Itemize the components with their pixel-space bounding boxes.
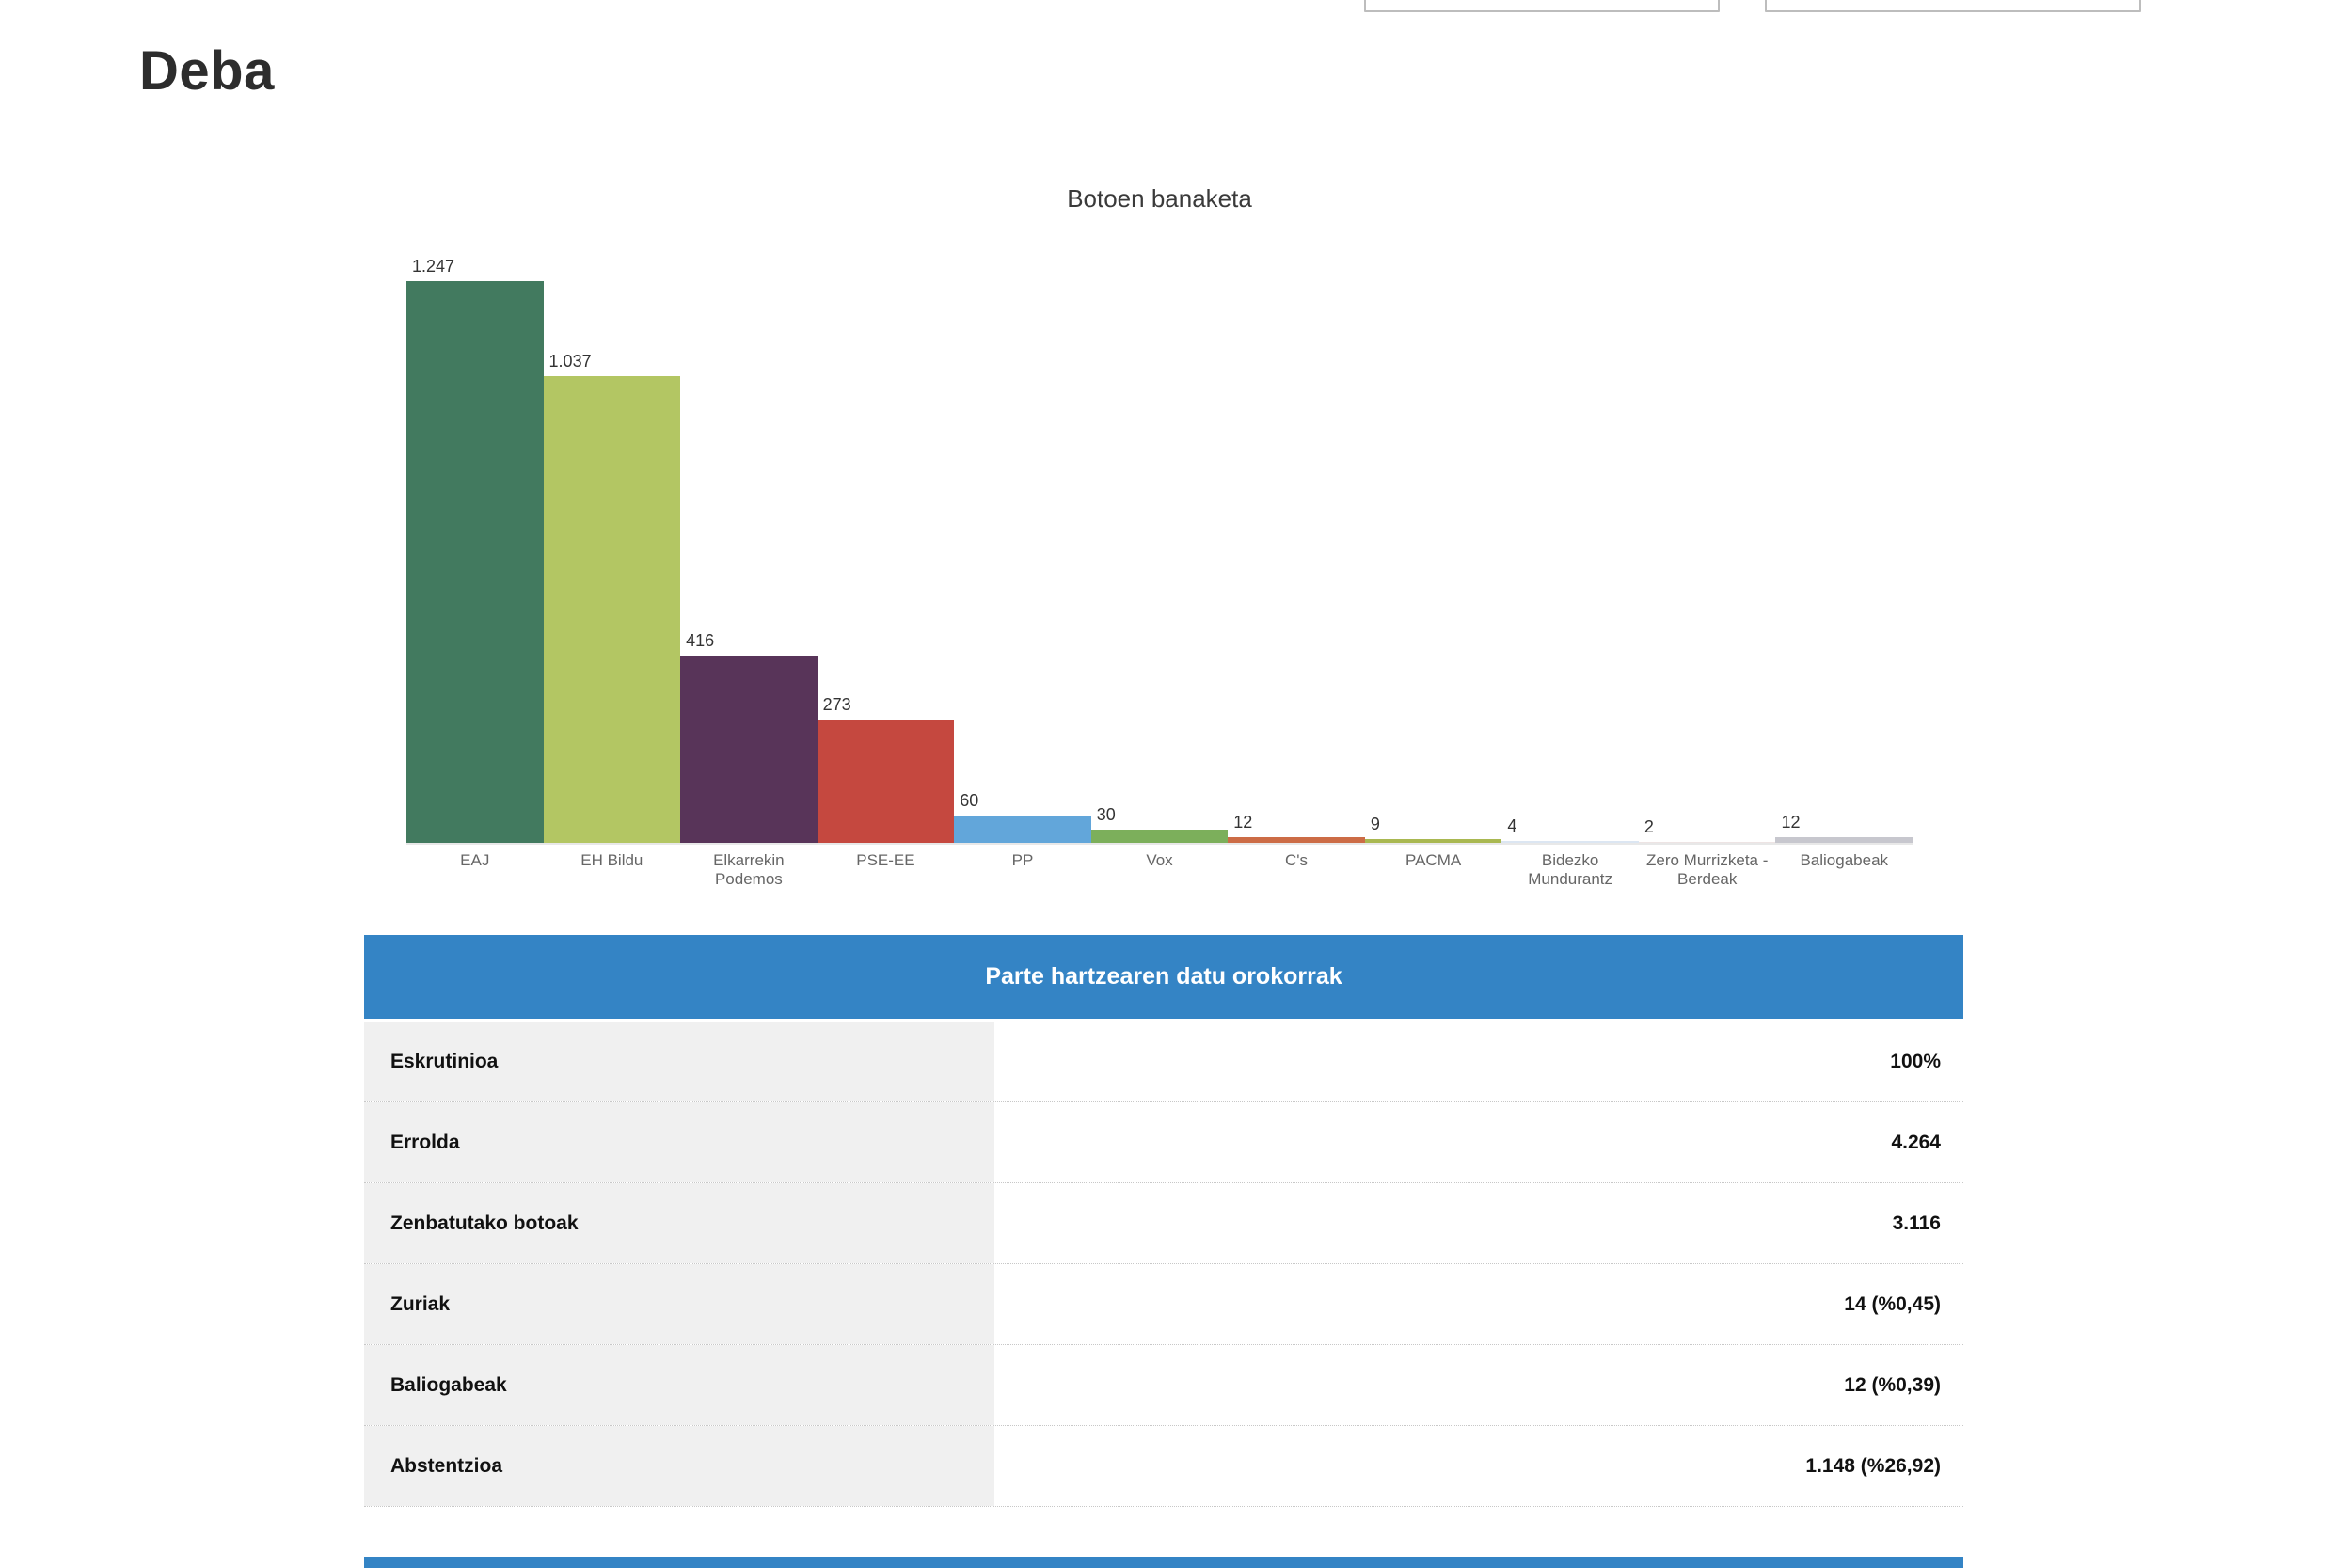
filter-select-right[interactable] bbox=[1765, 0, 2141, 12]
bar-value-label: 273 bbox=[822, 695, 851, 714]
table-row: Abstentzioa 1.148 (%26,92) bbox=[364, 1426, 1963, 1507]
bar-value-label: 12 bbox=[1233, 813, 1253, 832]
row-label: Eskrutinioa bbox=[364, 1022, 994, 1101]
table-row: Eskrutinioa 100% bbox=[364, 1022, 1963, 1102]
bar-slot: 12 bbox=[1228, 812, 1365, 843]
table-row: Zuriak 14 (%0,45) bbox=[364, 1264, 1963, 1345]
table-row: Baliogabeak 12 (%0,39) bbox=[364, 1345, 1963, 1426]
row-value: 100% bbox=[994, 1022, 1963, 1101]
x-axis-label: EH Bildu bbox=[580, 851, 643, 869]
chart-bar bbox=[1775, 837, 1913, 843]
table-row: Errolda 4.264 bbox=[364, 1102, 1963, 1183]
row-label: Zenbatutako botoak bbox=[364, 1183, 994, 1263]
bar-value-label: 416 bbox=[686, 631, 715, 650]
bar-value-label: 12 bbox=[1781, 813, 1801, 832]
bar-slot: 30 bbox=[1090, 804, 1229, 843]
chart-bar bbox=[1090, 830, 1229, 843]
bar-value-label: 60 bbox=[960, 791, 979, 810]
x-axis-label: Zero Murrizketa - Berdeak bbox=[1645, 851, 1769, 888]
bar-slot: 1.037 bbox=[543, 351, 681, 843]
x-axis-label: Bidezko Mundurantz bbox=[1528, 851, 1613, 888]
bar-slot: 12 bbox=[1775, 812, 1913, 843]
row-value: 3.116 bbox=[994, 1183, 1963, 1263]
x-axis-label: PSE-EE bbox=[856, 851, 915, 869]
bar-slot: 416 bbox=[680, 630, 818, 843]
chart-bar bbox=[680, 656, 818, 843]
participation-table: Parte hartzearen datu orokorrak Eskrutin… bbox=[364, 935, 1963, 1507]
bar-value-label: 1.037 bbox=[548, 352, 592, 371]
chart-bar bbox=[1638, 842, 1776, 843]
table-row: Zenbatutako botoak 3.116 bbox=[364, 1183, 1963, 1264]
filter-select-left[interactable] bbox=[1364, 0, 1720, 12]
chart-bar bbox=[543, 376, 681, 843]
chart-bar bbox=[1364, 839, 1502, 843]
bar-slot: 60 bbox=[954, 790, 1091, 843]
page-title: Deba bbox=[139, 40, 275, 102]
chart-bar bbox=[1501, 841, 1639, 843]
bar-value-label: 1.247 bbox=[412, 257, 455, 276]
row-label: Zuriak bbox=[364, 1264, 994, 1344]
row-value: 4.264 bbox=[994, 1102, 1963, 1182]
row-label: Baliogabeak bbox=[364, 1345, 994, 1425]
x-axis-label: PP bbox=[1011, 851, 1034, 869]
x-axis-line bbox=[406, 843, 1913, 845]
row-value: 14 (%0,45) bbox=[994, 1264, 1963, 1344]
row-value: 12 (%0,39) bbox=[994, 1345, 1963, 1425]
bar-value-label: 2 bbox=[1643, 817, 1654, 836]
x-axis-label: PACMA bbox=[1405, 851, 1462, 869]
table-header: Parte hartzearen datu orokorrak bbox=[364, 935, 1963, 1019]
x-axis-label: C's bbox=[1285, 851, 1309, 869]
bar-slot: 2 bbox=[1638, 816, 1776, 843]
row-label: Abstentzioa bbox=[364, 1426, 994, 1506]
x-axis-label: Vox bbox=[1146, 851, 1173, 869]
bar-value-label: 30 bbox=[1096, 805, 1116, 824]
row-label: Errolda bbox=[364, 1102, 994, 1182]
chart-bar bbox=[954, 816, 1091, 843]
row-value: 1.148 (%26,92) bbox=[994, 1426, 1963, 1506]
chart-bar bbox=[1228, 837, 1365, 843]
x-axis-labels: EAJ EH Bildu Elkarrekin Podemos PSE-EE PP Vox… bbox=[406, 849, 1913, 889]
x-axis-label: Baliogabeak bbox=[1800, 851, 1889, 869]
chart-bar bbox=[406, 281, 544, 843]
bar-slot: 4 bbox=[1501, 816, 1639, 843]
bar-slot: 9 bbox=[1364, 814, 1502, 843]
bar-slot: 273 bbox=[817, 694, 955, 843]
chart-title: Botoen banaketa bbox=[1067, 184, 1252, 213]
chart-bar bbox=[817, 720, 955, 843]
x-axis-label: EAJ bbox=[460, 851, 490, 869]
next-section-header bbox=[364, 1557, 1963, 1568]
bar-chart: 1.247 1.037 416 273 60 30 12 9 4 2 12 bbox=[406, 257, 1913, 843]
bar-slot: 1.247 bbox=[406, 256, 544, 843]
x-axis-label: Elkarrekin Podemos bbox=[713, 851, 785, 888]
bar-value-label: 9 bbox=[1370, 815, 1380, 833]
bar-value-label: 4 bbox=[1507, 816, 1517, 835]
